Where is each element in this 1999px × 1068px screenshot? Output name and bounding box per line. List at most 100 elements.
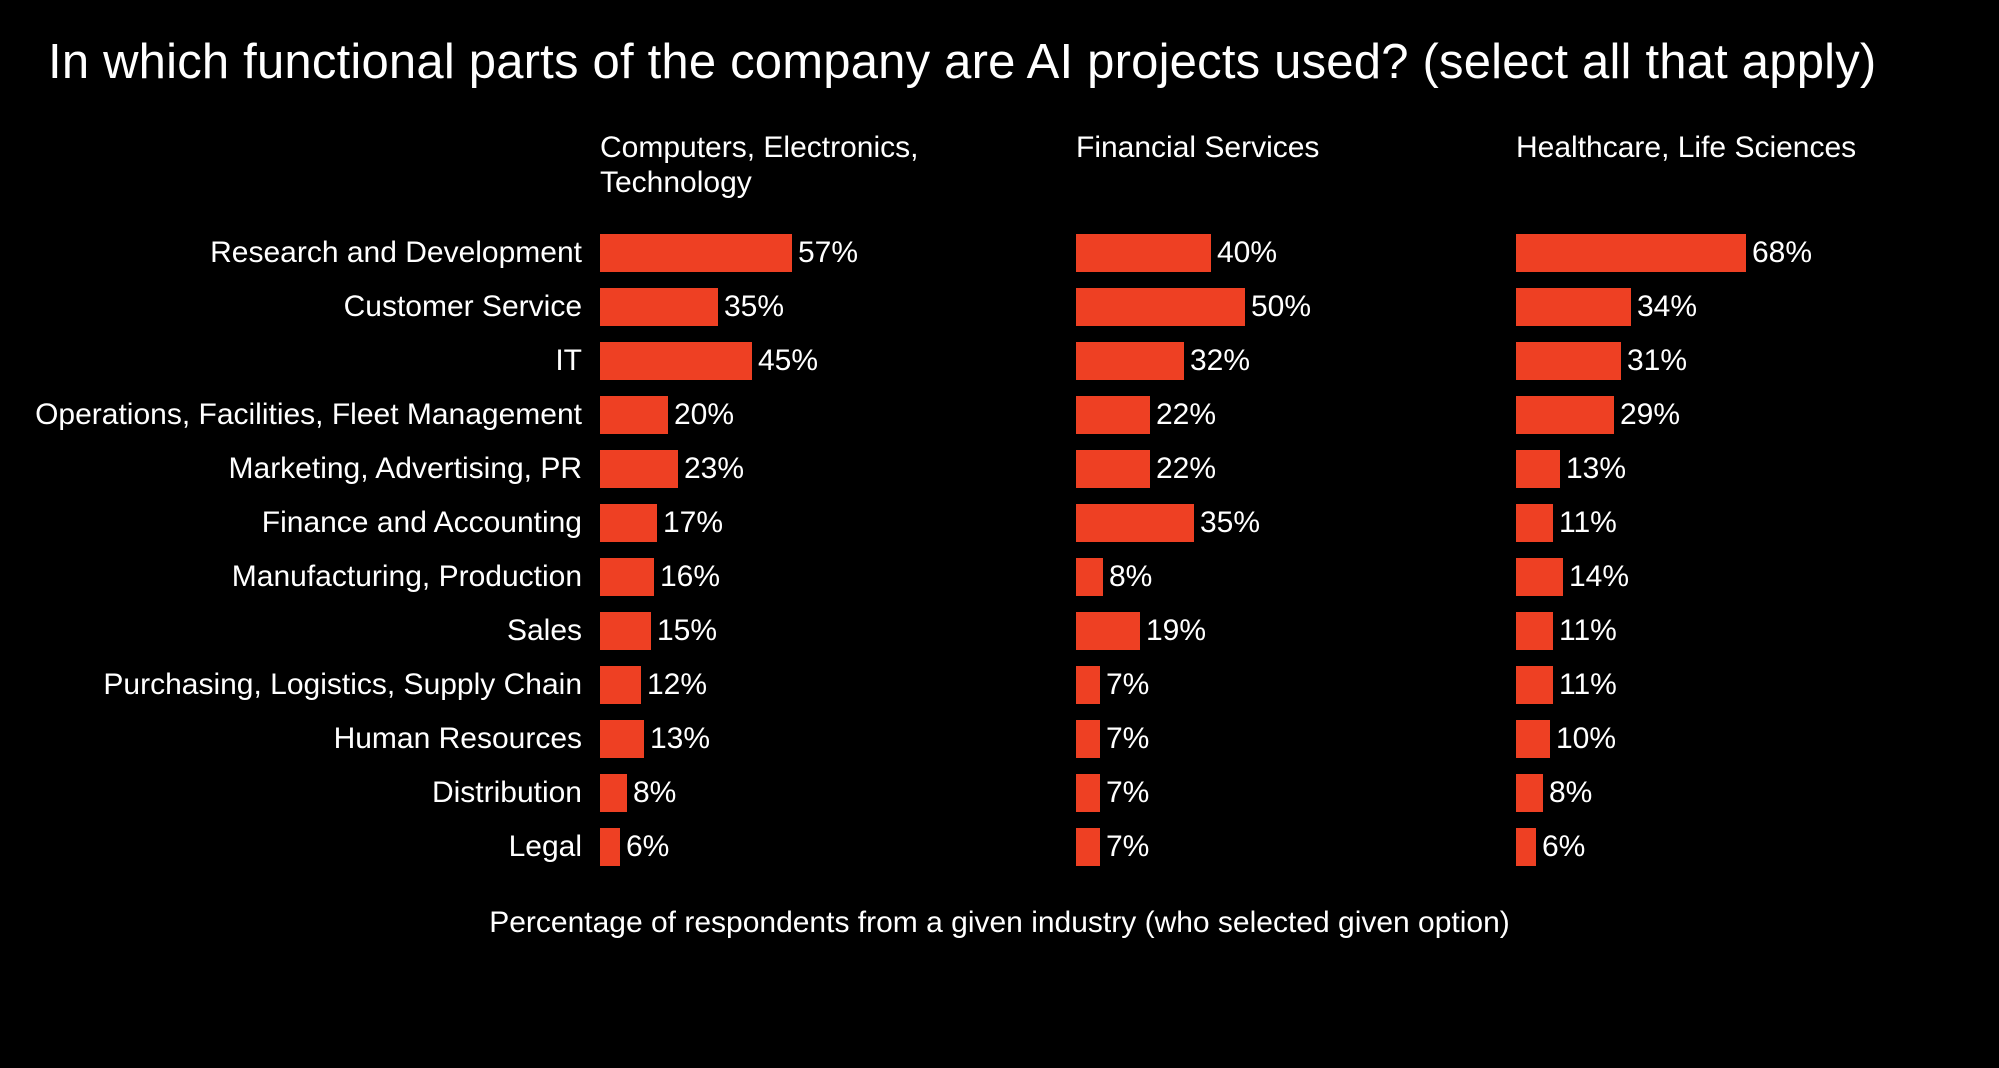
bar-cell: 32% (1076, 334, 1516, 388)
bar-value: 6% (626, 830, 669, 864)
bar-wrap: 11% (1516, 496, 1617, 550)
category-label: Research and Development (36, 226, 600, 280)
bar-value: 45% (758, 344, 818, 378)
bar-wrap: 35% (1076, 496, 1260, 550)
bar-wrap: 50% (1076, 280, 1311, 334)
panel-header-text: Computers, Electronics, Technology (600, 130, 1076, 201)
bar-wrap: 14% (1516, 550, 1629, 604)
bar-cell: 11% (1516, 604, 1964, 658)
bar-value: 8% (1549, 776, 1592, 810)
bar-cell: 7% (1076, 766, 1516, 820)
bar-wrap: 6% (600, 820, 669, 874)
bar-wrap: 8% (1076, 550, 1152, 604)
bar-value: 23% (684, 452, 744, 486)
bar-cell: 19% (1076, 604, 1516, 658)
bar (1076, 342, 1184, 380)
bar (1076, 450, 1150, 488)
bar-cell: 17% (600, 496, 1076, 550)
bar-wrap: 40% (1076, 226, 1277, 280)
bar (1516, 720, 1550, 758)
bar-wrap: 7% (1076, 658, 1149, 712)
bar-cell: 11% (1516, 496, 1964, 550)
category-label: Legal (36, 820, 600, 874)
bar-wrap: 7% (1076, 766, 1149, 820)
bar-value: 17% (663, 506, 723, 540)
bar-wrap: 57% (600, 226, 858, 280)
bar-cell: 11% (1516, 658, 1964, 712)
panel-header-text: Healthcare, Life Sciences (1516, 130, 1856, 165)
bar-cell: 8% (600, 766, 1076, 820)
category-label: Customer Service (36, 280, 600, 334)
bar-wrap: 8% (600, 766, 676, 820)
bar (1076, 774, 1100, 812)
chart-title: In which functional parts of the company… (48, 34, 1963, 90)
bar-cell: 57% (600, 226, 1076, 280)
bar-value: 19% (1146, 614, 1206, 648)
bar-cell: 31% (1516, 334, 1964, 388)
bar-value: 7% (1106, 668, 1149, 702)
bar (600, 234, 792, 272)
bar (1076, 828, 1100, 866)
slide: In which functional parts of the company… (0, 0, 1999, 1068)
bar-value: 10% (1556, 722, 1616, 756)
bar-wrap: 22% (1076, 442, 1216, 496)
bar-value: 22% (1156, 452, 1216, 486)
bar-cell: 35% (1076, 496, 1516, 550)
bar-value: 68% (1752, 236, 1812, 270)
bar (1076, 288, 1245, 326)
bar (1076, 396, 1150, 434)
bar (1076, 504, 1194, 542)
bar (1516, 828, 1536, 866)
bar-value: 6% (1542, 830, 1585, 864)
category-label: Sales (36, 604, 600, 658)
bar-cell: 7% (1076, 712, 1516, 766)
category-label: Purchasing, Logistics, Supply Chain (36, 658, 600, 712)
category-label: Manufacturing, Production (36, 550, 600, 604)
bar-value: 16% (660, 560, 720, 594)
bar-wrap: 22% (1076, 388, 1216, 442)
bar-cell: 68% (1516, 226, 1964, 280)
bar-value: 13% (1566, 452, 1626, 486)
bar-value: 34% (1637, 290, 1697, 324)
bar (1516, 774, 1543, 812)
bar-wrap: 6% (1516, 820, 1585, 874)
bar-cell: 45% (600, 334, 1076, 388)
bar (1516, 612, 1553, 650)
chart-grid: Computers, Electronics, TechnologyFinanc… (36, 130, 1963, 874)
bar (1516, 450, 1560, 488)
bar (600, 558, 654, 596)
bar (1516, 504, 1553, 542)
bar-cell: 40% (1076, 226, 1516, 280)
bar-cell: 35% (600, 280, 1076, 334)
category-label: Marketing, Advertising, PR (36, 442, 600, 496)
bar-cell: 8% (1076, 550, 1516, 604)
bar (600, 396, 668, 434)
bar-value: 22% (1156, 398, 1216, 432)
bar-wrap: 17% (600, 496, 723, 550)
bar-wrap: 11% (1516, 604, 1617, 658)
bar-wrap: 12% (600, 658, 707, 712)
category-label: Operations, Facilities, Fleet Management (36, 388, 600, 442)
bar-cell: 29% (1516, 388, 1964, 442)
category-label: Distribution (36, 766, 600, 820)
bar (600, 288, 718, 326)
bar-value: 31% (1627, 344, 1687, 378)
bar (1516, 288, 1631, 326)
bar-wrap: 68% (1516, 226, 1812, 280)
bar-wrap: 19% (1076, 604, 1206, 658)
bar-cell: 23% (600, 442, 1076, 496)
bar-wrap: 7% (1076, 820, 1149, 874)
bar (600, 720, 644, 758)
bar-cell: 6% (600, 820, 1076, 874)
bar (1516, 342, 1621, 380)
bar-value: 35% (724, 290, 784, 324)
bar-wrap: 34% (1516, 280, 1697, 334)
category-label: Human Resources (36, 712, 600, 766)
bar-cell: 16% (600, 550, 1076, 604)
bar-wrap: 23% (600, 442, 744, 496)
bar-value: 7% (1106, 722, 1149, 756)
bar (1516, 234, 1746, 272)
bar-value: 35% (1200, 506, 1260, 540)
bar-value: 40% (1217, 236, 1277, 270)
bar-value: 57% (798, 236, 858, 270)
